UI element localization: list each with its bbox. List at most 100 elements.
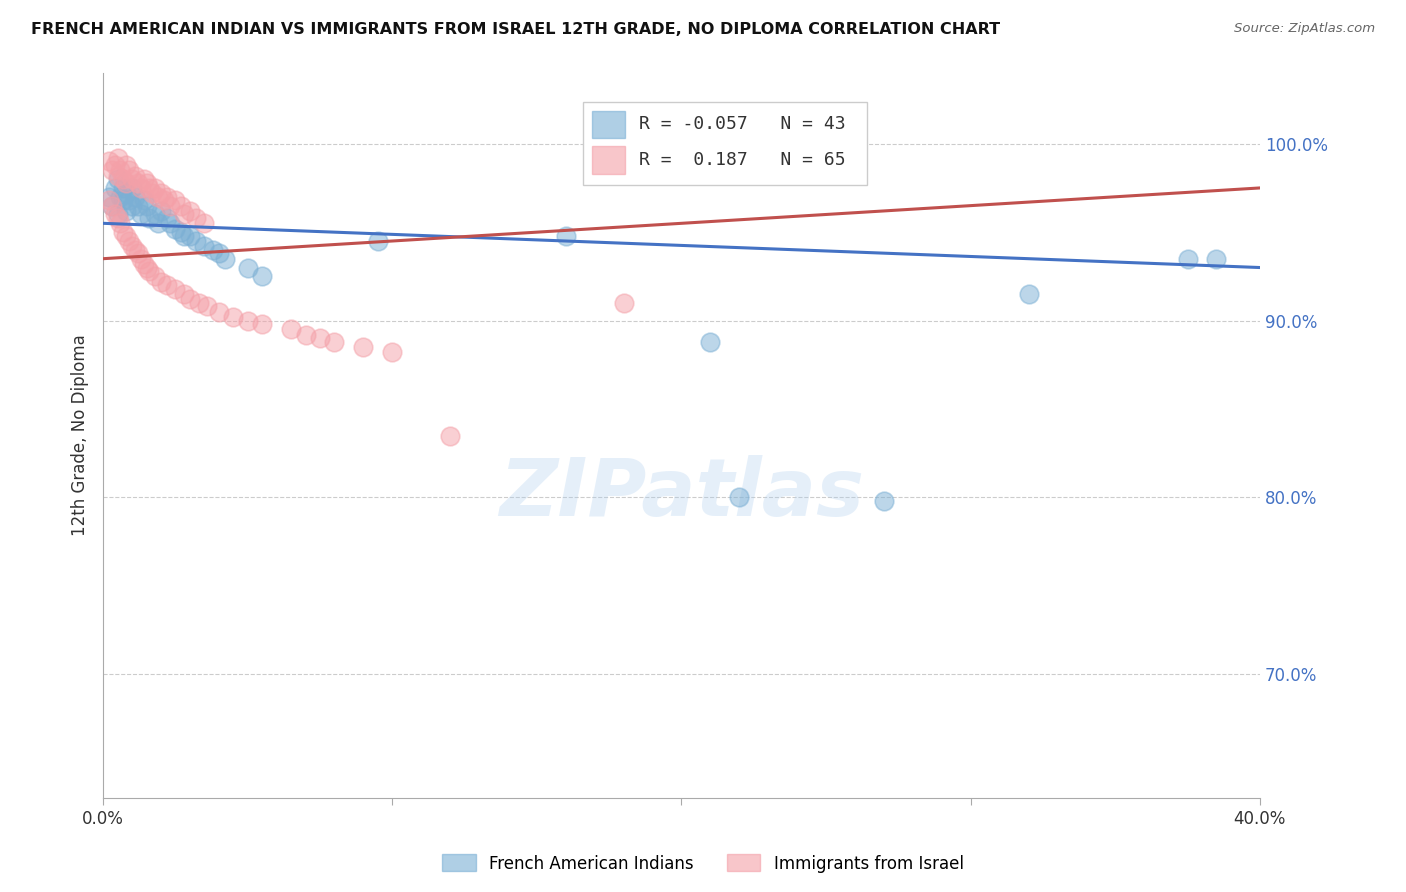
- Point: [115, 203, 138, 218]
- Point: [202, 243, 225, 257]
- Point: [143, 269, 166, 284]
- Point: [110, 163, 132, 178]
- Point: [115, 228, 138, 243]
- Point: [179, 228, 201, 243]
- Point: [184, 234, 207, 248]
- Point: [110, 190, 132, 204]
- Point: [149, 203, 172, 218]
- Text: Source: ZipAtlas.com: Source: ZipAtlas.com: [1234, 22, 1375, 36]
- Point: [138, 211, 160, 225]
- Point: [135, 176, 157, 190]
- Point: [236, 260, 259, 275]
- Point: [115, 176, 138, 190]
- Point: [141, 186, 163, 201]
- Point: [280, 322, 302, 336]
- Point: [173, 287, 195, 301]
- Point: [132, 172, 155, 186]
- Point: [156, 278, 179, 293]
- Point: [179, 203, 201, 218]
- Point: [170, 225, 193, 239]
- Point: [208, 246, 231, 260]
- Point: [138, 181, 160, 195]
- Point: [381, 345, 404, 359]
- Point: [193, 239, 215, 253]
- Point: [153, 194, 176, 208]
- Text: ZIPatlas: ZIPatlas: [499, 455, 865, 533]
- Point: [124, 190, 146, 204]
- Point: [107, 172, 129, 186]
- Point: [294, 327, 316, 342]
- Point: [97, 194, 120, 208]
- Point: [138, 264, 160, 278]
- Point: [107, 211, 129, 225]
- Point: [104, 181, 127, 195]
- Point: [208, 304, 231, 318]
- Point: [173, 207, 195, 221]
- Point: [129, 181, 152, 195]
- Point: [146, 190, 169, 204]
- Text: FRENCH AMERICAN INDIAN VS IMMIGRANTS FROM ISRAEL 12TH GRADE, NO DIPLOMA CORRELAT: FRENCH AMERICAN INDIAN VS IMMIGRANTS FRO…: [31, 22, 1000, 37]
- Point: [97, 154, 120, 169]
- Point: [127, 176, 149, 190]
- Point: [165, 194, 187, 208]
- Point: [101, 199, 124, 213]
- Text: R =  0.187   N = 65: R = 0.187 N = 65: [638, 151, 845, 169]
- Point: [124, 243, 146, 257]
- Point: [170, 199, 193, 213]
- Point: [124, 169, 146, 183]
- Point: [97, 190, 120, 204]
- Point: [104, 158, 127, 172]
- Point: [112, 181, 135, 195]
- Point: [101, 199, 124, 213]
- Point: [1205, 252, 1227, 266]
- Point: [121, 181, 143, 195]
- Point: [159, 199, 181, 213]
- Point: [121, 199, 143, 213]
- FancyBboxPatch shape: [583, 102, 866, 186]
- Point: [129, 207, 152, 221]
- Point: [104, 207, 127, 221]
- Point: [156, 190, 179, 204]
- Point: [236, 313, 259, 327]
- Point: [115, 158, 138, 172]
- FancyBboxPatch shape: [592, 111, 624, 138]
- Point: [149, 275, 172, 289]
- Point: [159, 216, 181, 230]
- Point: [107, 151, 129, 165]
- Point: [179, 293, 201, 307]
- Point: [613, 296, 636, 310]
- Point: [195, 300, 218, 314]
- Point: [728, 491, 751, 505]
- Point: [699, 334, 721, 349]
- Point: [149, 186, 172, 201]
- Point: [129, 252, 152, 266]
- Point: [214, 252, 236, 266]
- Point: [121, 172, 143, 186]
- Point: [173, 228, 195, 243]
- Point: [135, 199, 157, 213]
- Y-axis label: 12th Grade, No Diploma: 12th Grade, No Diploma: [72, 334, 89, 536]
- Point: [135, 260, 157, 275]
- Point: [107, 207, 129, 221]
- Point: [112, 194, 135, 208]
- Point: [1177, 252, 1199, 266]
- Point: [118, 194, 141, 208]
- Point: [110, 216, 132, 230]
- Point: [367, 234, 389, 248]
- Point: [127, 199, 149, 213]
- Point: [250, 269, 273, 284]
- Point: [121, 239, 143, 253]
- Point: [156, 211, 179, 225]
- Point: [187, 296, 209, 310]
- Point: [439, 428, 461, 442]
- Point: [101, 163, 124, 178]
- Point: [873, 494, 896, 508]
- Point: [323, 334, 346, 349]
- Point: [112, 172, 135, 186]
- Point: [1018, 287, 1040, 301]
- Point: [554, 228, 576, 243]
- Point: [143, 207, 166, 221]
- Point: [146, 216, 169, 230]
- Legend: French American Indians, Immigrants from Israel: French American Indians, Immigrants from…: [436, 847, 970, 880]
- FancyBboxPatch shape: [592, 146, 624, 174]
